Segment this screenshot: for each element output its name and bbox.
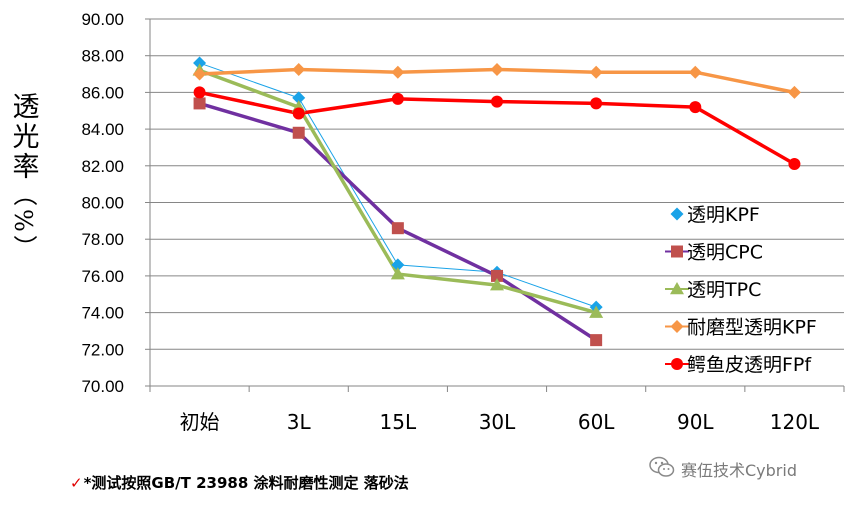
watermark: 赛伍技术Cybrid (649, 456, 797, 482)
data-point (787, 85, 801, 99)
x-tick-label: 15L (380, 410, 417, 434)
y-tick-label: 76.00 (81, 267, 124, 286)
data-point (689, 101, 702, 114)
data-point (193, 67, 207, 81)
x-tick-label: 60L (578, 410, 615, 434)
data-point (391, 222, 404, 235)
legend-label: 鳄鱼皮透明FPf (687, 354, 812, 376)
data-point (390, 267, 405, 280)
y-tick-label: 72.00 (81, 340, 124, 359)
gridlines (150, 18, 844, 350)
y-tick-label: 86.00 (81, 83, 124, 102)
footnote-text: *测试按照GB/T 23988 涂料耐磨性测定 落砂法 (83, 474, 409, 492)
data-point (589, 65, 603, 79)
data-point (590, 334, 603, 347)
legend-marker (670, 320, 684, 333)
data-point (292, 126, 305, 139)
legend-marker (671, 358, 683, 370)
legend-label: 耐磨型透明KPF (687, 317, 817, 339)
data-point (491, 269, 503, 282)
data-point (391, 92, 404, 105)
y-axis-title: 透光率 (7, 92, 39, 182)
legend-label: 透明KPF (687, 204, 760, 226)
y-axis-unit-value: % (9, 209, 37, 235)
wechat-icon (649, 456, 675, 482)
data-point (490, 62, 504, 76)
data-point (590, 97, 603, 110)
y-tick-label: 84.00 (81, 120, 124, 139)
y-tick-label: 90.00 (81, 10, 124, 29)
axes (145, 18, 845, 392)
y-tick-label: 78.00 (81, 230, 124, 249)
legend-label: 透明CPC (687, 242, 763, 264)
legend-marker (671, 245, 683, 258)
y-tick-label: 82.00 (81, 157, 124, 176)
legend-marker (670, 282, 684, 295)
footnote: ✓*测试按照GB/T 23988 涂料耐磨性测定 落砂法 (70, 472, 409, 493)
data-point (292, 107, 305, 120)
x-tick-label: 初始 (180, 410, 220, 434)
data-point (193, 97, 206, 110)
data-point (490, 278, 504, 291)
legend-marker (670, 207, 684, 221)
data-point (688, 65, 702, 79)
data-point (292, 91, 306, 105)
x-tick-labels: 初始 3L 15L 30L 60L 90L 120L (180, 410, 820, 434)
x-tick-label: 30L (479, 410, 516, 434)
y-axis-label: 透光率 （%） (6, 92, 40, 266)
data-point (589, 305, 604, 318)
y-tick-label: 74.00 (81, 304, 124, 323)
legend-label: 透明TPC (687, 279, 761, 301)
x-tick-label: 3L (287, 410, 312, 434)
series-line-2 (197, 101, 598, 342)
y-tick-label: 70.00 (81, 377, 124, 396)
data-point (193, 56, 207, 70)
y-tick-label: 88.00 (81, 47, 124, 66)
y-tick-labels: 70.00 72.00 74.00 76.00 78.00 80.00 82.00 84.00… (81, 10, 124, 396)
check-mark-icon: ✓ (70, 474, 83, 492)
watermark-text: 赛伍技术Cybrid (681, 461, 797, 480)
y-axis-unit-text: （%） (9, 182, 37, 262)
legend: 透明KPF 透明CPC 透明TPC 耐磨型透明KPF 鳄鱼皮透明FPf (665, 204, 817, 376)
data-point (193, 86, 206, 99)
data-point (292, 62, 306, 76)
data-point (391, 65, 405, 79)
series-markers (192, 56, 801, 347)
y-axis-unit: （%） (9, 182, 37, 266)
x-tick-label: 120L (770, 410, 820, 434)
y-tick-label: 80.00 (81, 194, 124, 213)
x-tick-label: 90L (677, 410, 714, 434)
data-point (391, 258, 405, 272)
data-point (491, 95, 503, 108)
data-point (788, 157, 801, 170)
